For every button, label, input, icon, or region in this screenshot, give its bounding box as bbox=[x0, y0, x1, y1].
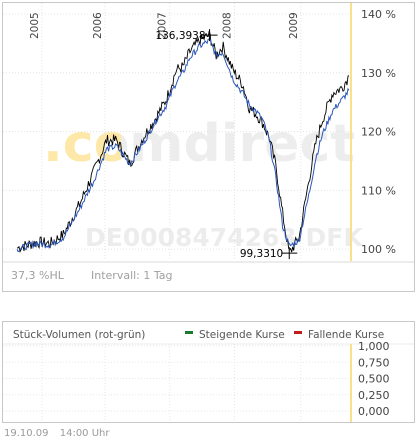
legend-up-swatch bbox=[185, 331, 193, 334]
volume-title: Stück-Volumen (rot-grün) bbox=[13, 329, 145, 341]
x-tick-label: 2009 bbox=[288, 12, 300, 39]
series-line-1 bbox=[16, 38, 350, 253]
footer-date: 19.10.09 bbox=[4, 428, 49, 439]
legend-down-swatch bbox=[294, 331, 302, 334]
change-percent: 37,3 %HL bbox=[11, 269, 65, 282]
volume-y-tick: 0,250 bbox=[358, 389, 390, 402]
y-tick-label: 110 % bbox=[361, 184, 396, 197]
volume-y-tick: 0,500 bbox=[358, 373, 390, 386]
x-tick-label: 2007 bbox=[157, 12, 169, 39]
price-chart: .comdirect DE0008474263 DFK 140 % 130 % 12… bbox=[3, 3, 414, 282]
series-line-0 bbox=[16, 30, 350, 253]
y-tick-label: 100 % bbox=[361, 243, 396, 256]
x-tick-label: 2008 bbox=[221, 12, 233, 39]
volume-y-tick: 0,750 bbox=[358, 356, 390, 369]
y-tick-label: 130 % bbox=[361, 67, 396, 80]
legend-down-label: Fallende Kurse bbox=[308, 329, 384, 341]
high-label: 136,3938 bbox=[155, 30, 205, 42]
legend-up-label: Steigende Kurse bbox=[199, 329, 285, 341]
footer: 19.10.09 14:00 Uhr bbox=[4, 428, 117, 439]
volume-chart-panel: Stück-Volumen (rot-grün) Steigende Kurse… bbox=[2, 321, 415, 423]
footer-time: 14:00 Uhr bbox=[59, 428, 110, 439]
price-chart-panel: .comdirect DE0008474263 DFK 140 % 130 % 12… bbox=[2, 2, 415, 292]
y-tick-label: 140 % bbox=[361, 8, 396, 21]
interval-label: Intervall: 1 Tag bbox=[91, 269, 173, 282]
volume-chart: Stück-Volumen (rot-grün) Steigende Kurse… bbox=[3, 329, 414, 422]
watermark-isin: DE0008474263 DFK bbox=[85, 223, 364, 252]
low-label: 99,3310 bbox=[240, 248, 283, 260]
x-tick-label: 2005 bbox=[29, 12, 41, 39]
volume-y-tick: 1,000 bbox=[358, 340, 390, 353]
watermark-logo: .comdirect bbox=[43, 114, 355, 174]
volume-y-tick: 0,000 bbox=[358, 405, 390, 418]
y-tick-label: 120 % bbox=[361, 126, 396, 139]
x-tick-label: 2006 bbox=[92, 12, 104, 39]
